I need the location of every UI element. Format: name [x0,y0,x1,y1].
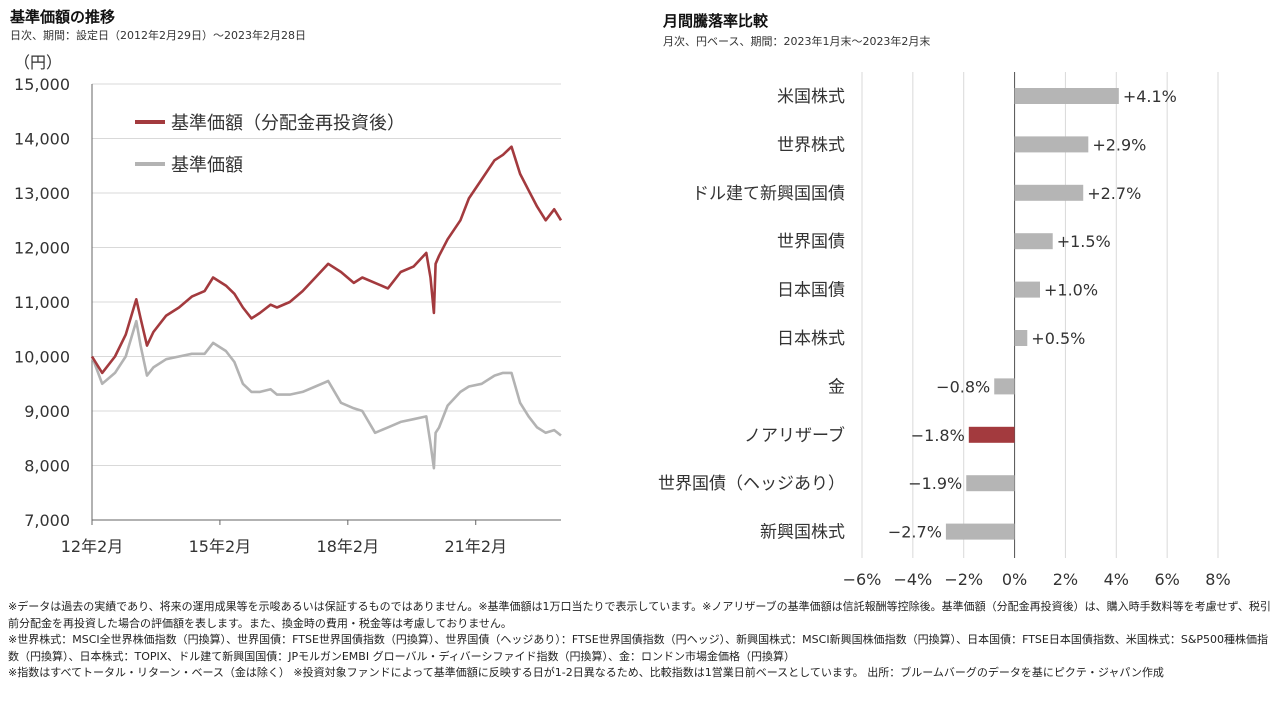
category-label: 日本国債 [777,281,845,301]
data-label: +0.5% [1031,329,1085,348]
y-tick-label: 7,000 [24,511,70,530]
bar [994,378,1014,394]
bar [946,524,1015,540]
footnotes: ※データは過去の実績であり、将来の運用成果等を示唆あるいは保証するものではありま… [8,599,1276,682]
bar [1015,136,1089,152]
category-label: 米国株式 [777,87,845,107]
category-label: 日本株式 [777,329,845,349]
bar [1015,88,1119,104]
y-axis-unit: （円） [14,53,62,72]
x-tick-label: −2% [944,570,983,589]
y-tick-label: 10,000 [14,348,70,367]
x-tick-label: 2% [1053,570,1078,589]
x-tick-label: 12年2月 [61,537,124,556]
category-label: 新興国株式 [760,523,845,543]
y-tick-label: 14,000 [14,130,70,149]
data-label: +1.5% [1057,232,1111,251]
footnote-3: ※指数はすべてトータル・リターン・ベース（金は除く） ※投資対象ファンドによって… [8,665,1276,682]
data-label: −1.9% [908,474,962,493]
x-tick-label: 21年2月 [444,537,507,556]
y-tick-label: 9,000 [24,402,70,421]
x-tick-label: 18年2月 [317,537,380,556]
bar [1015,282,1040,298]
category-label: 世界株式 [777,135,845,155]
data-label: −1.8% [911,426,965,445]
bar [966,475,1014,491]
data-label: −0.8% [936,377,990,396]
x-tick-label: −6% [843,570,882,589]
x-tick-label: 8% [1205,570,1230,589]
data-label: −2.7% [888,523,942,542]
bar [1015,185,1084,201]
y-tick-label: 15,000 [14,75,70,94]
x-tick-label: 0% [1002,570,1027,589]
category-label: 世界国債 [777,232,845,252]
bar [969,427,1015,443]
bar [1015,233,1053,249]
y-tick-label: 8,000 [24,457,70,476]
y-tick-label: 11,000 [14,293,70,312]
y-tick-label: 12,000 [14,239,70,258]
category-label: 世界国債（ヘッジあり） [658,474,845,494]
series-line-nav [92,321,561,468]
category-label: 金 [828,377,845,397]
category-label: ドル建て新興国国債 [692,184,845,204]
y-tick-label: 13,000 [14,184,70,203]
data-label: +1.0% [1044,281,1098,300]
x-tick-label: −4% [893,570,932,589]
legend-label: 基準価額 [171,155,243,176]
series-line-reinvested [92,147,561,373]
category-label: ノアリザーブ [744,425,845,446]
footnote-1: ※データは過去の実績であり、将来の運用成果等を示唆あるいは保証するものではありま… [8,599,1276,632]
charts-canvas: 7,000 8,000 9,000 10,000 11,000 12,000 13,000 1… [0,0,1280,600]
bar [1015,330,1028,346]
x-tick-label: 4% [1104,570,1129,589]
footnote-2: ※世界株式：MSCI全世界株価指数（円換算）、世界国債：FTSE世界国債指数（円… [8,632,1276,665]
data-label: +2.9% [1092,135,1146,154]
x-tick-label: 6% [1154,570,1179,589]
x-tick-label: 15年2月 [189,537,252,556]
data-label: +4.1% [1123,87,1177,106]
data-label: +2.7% [1087,184,1141,203]
legend-label: 基準価額（分配金再投資後） [171,113,405,134]
